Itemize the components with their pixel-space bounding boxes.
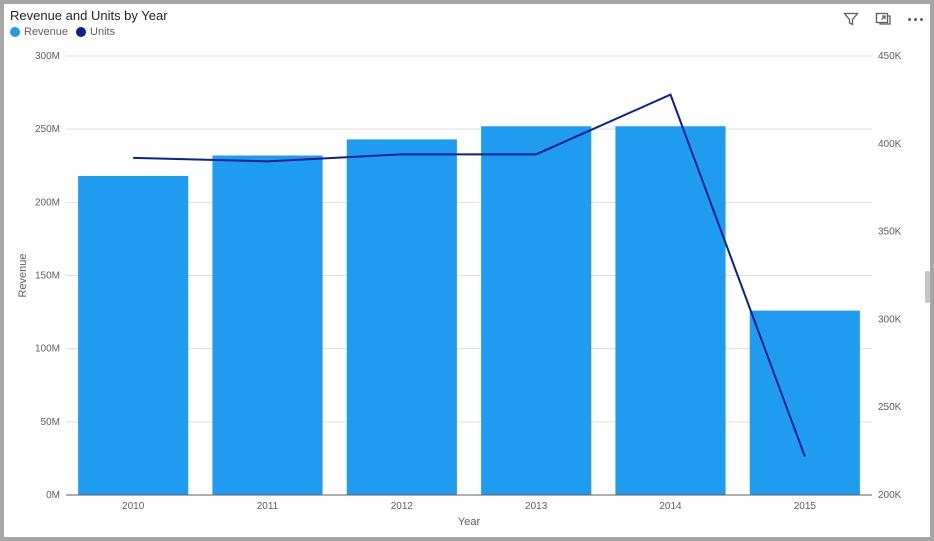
y-left-tick-label: 150M <box>35 271 60 282</box>
chart-svg: 0M 50M 100M 150M 200M 250M 300M 200K 250K 300K 350… <box>12 48 922 529</box>
chart-title: Revenue and Units by Year <box>10 8 924 24</box>
more-options-icon[interactable] <box>906 10 924 28</box>
x-tick-label: 2015 <box>794 501 817 512</box>
y-left-tick-label: 100M <box>35 344 60 355</box>
legend-dot-units <box>76 27 86 37</box>
y-right-tick-label: 250K <box>878 402 902 413</box>
card-header: Revenue and Units by Year Revenue Units <box>10 8 924 44</box>
y-axis-title-left: Revenue <box>17 253 29 297</box>
y-left-tick-label: 300M <box>35 51 60 62</box>
y-left-tick-label: 0M <box>46 490 60 501</box>
x-tick-label: 2013 <box>525 501 548 512</box>
x-tick-label: 2014 <box>659 501 682 512</box>
scrollbar-thumb[interactable] <box>925 271 930 303</box>
x-tick-label: 2012 <box>391 501 414 512</box>
legend-item-revenue[interactable]: Revenue <box>10 26 68 38</box>
legend-dot-revenue <box>10 27 20 37</box>
y-right-tick-label: 450K <box>878 51 902 62</box>
bar-2012[interactable] <box>347 139 457 495</box>
legend-label-units: Units <box>90 26 115 38</box>
card-toolbar <box>842 10 924 28</box>
legend: Revenue Units <box>10 26 924 38</box>
bar-2013[interactable] <box>481 126 591 495</box>
legend-item-units[interactable]: Units <box>76 26 115 38</box>
y-right-tick-label: 400K <box>878 139 902 150</box>
bar-2015[interactable] <box>750 311 860 495</box>
chart-card: Revenue and Units by Year Revenue Units <box>4 4 930 537</box>
filter-icon[interactable] <box>842 10 860 28</box>
bar-2014[interactable] <box>615 126 725 495</box>
x-axis-title: Year <box>458 516 481 528</box>
visual-frame: Revenue and Units by Year Revenue Units <box>0 0 934 541</box>
y-right-tick-label: 350K <box>878 227 902 238</box>
bar-2011[interactable] <box>212 156 322 495</box>
x-tick-label: 2010 <box>122 501 145 512</box>
y-left-tick-label: 250M <box>35 124 60 135</box>
plot-area[interactable]: 0M 50M 100M 150M 200M 250M 300M 200K 250K 300K 350… <box>12 48 922 529</box>
y-right-tick-label: 300K <box>878 314 902 325</box>
bar-2010[interactable] <box>78 176 188 495</box>
x-tick-label: 2011 <box>257 501 279 512</box>
legend-label-revenue: Revenue <box>24 26 68 38</box>
y-left-tick-label: 50M <box>41 417 60 428</box>
y-right-tick-label: 200K <box>878 490 902 501</box>
focus-mode-icon[interactable] <box>874 10 892 28</box>
y-left-tick-label: 200M <box>35 197 60 208</box>
